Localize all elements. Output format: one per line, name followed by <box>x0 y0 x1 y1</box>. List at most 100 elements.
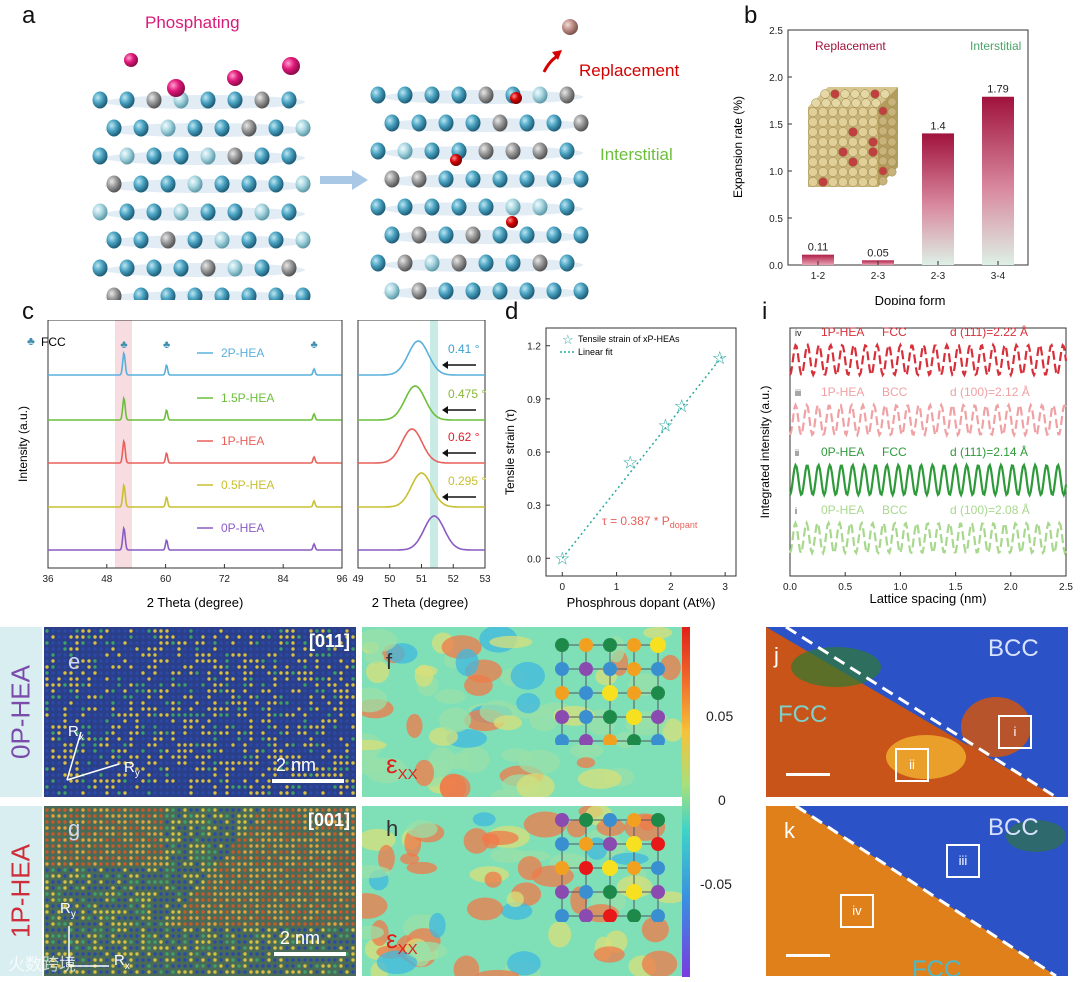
lattice-spot <box>285 731 289 735</box>
lattice-spot <box>117 629 121 633</box>
lattice-spot <box>291 659 295 663</box>
lattice-spot <box>249 737 253 741</box>
lattice-spot <box>147 814 151 818</box>
lattice-spot <box>51 629 55 633</box>
lattice-spot <box>339 743 343 747</box>
lattice-spot <box>351 629 355 633</box>
lattice-spot <box>123 767 127 771</box>
lattice-spot <box>165 629 169 633</box>
lattice-spot <box>291 665 295 669</box>
lattice-spot <box>351 749 355 753</box>
lattice-spot <box>165 850 169 854</box>
lattice-spot <box>213 719 217 723</box>
lattice-spot <box>63 886 67 890</box>
lattice-spot <box>273 737 277 741</box>
lattice-spot <box>93 910 97 914</box>
dopant-atom <box>506 216 518 228</box>
lattice-spot <box>297 970 301 974</box>
strain-blob <box>464 674 493 696</box>
lattice-spot <box>219 677 223 681</box>
lattice-spot <box>141 761 145 765</box>
lattice-spot <box>243 856 247 860</box>
lattice-spot <box>111 731 115 735</box>
plot-frame <box>357 320 486 569</box>
cube-atom <box>808 137 818 147</box>
lattice-spot <box>117 677 121 681</box>
lattice-spot <box>183 940 187 944</box>
lattice-spot <box>333 629 337 633</box>
lattice-spot <box>153 814 157 818</box>
lattice-spot <box>117 922 121 926</box>
lattice-spot <box>255 874 259 878</box>
lattice-spot <box>183 653 187 657</box>
lattice-spot <box>219 904 223 908</box>
lattice-spot <box>195 689 199 693</box>
lattice-spot <box>225 904 229 908</box>
strain-blob <box>481 830 519 846</box>
lattice-atom <box>295 119 311 137</box>
lattice-atom <box>465 114 481 132</box>
lattice-spot <box>327 665 331 669</box>
lattice-spot <box>213 791 217 795</box>
inset-atom <box>651 734 665 745</box>
lattice-spot <box>225 940 229 944</box>
lattice-spot <box>183 928 187 932</box>
lattice-atom <box>465 282 481 300</box>
lattice-spot <box>303 719 307 723</box>
lattice-atom <box>397 86 413 104</box>
lattice-spot <box>81 785 85 789</box>
lattice-spot <box>93 808 97 812</box>
lattice-spot <box>195 665 199 669</box>
lattice-spot <box>87 671 91 675</box>
lattice-spot <box>225 934 229 938</box>
lattice-spot <box>291 922 295 926</box>
lattice-spot <box>147 749 151 753</box>
inset-atom <box>579 813 593 827</box>
lattice-spot <box>147 838 151 842</box>
lattice-spot <box>231 946 235 950</box>
panel-k-phase-map: k BCC FCC iii iv <box>766 806 1068 976</box>
lattice-spot <box>261 689 265 693</box>
lattice-spot <box>261 683 265 687</box>
lattice-spot <box>321 725 325 729</box>
lattice-spot <box>291 886 295 890</box>
lattice-spot <box>189 820 193 824</box>
lattice-spot <box>99 958 103 962</box>
lattice-spot <box>309 838 313 842</box>
lattice-spot <box>351 964 355 968</box>
lattice-spot <box>135 844 139 848</box>
lattice-spot <box>267 773 271 777</box>
lattice-spot <box>57 653 61 657</box>
lattice-spot <box>333 737 337 741</box>
inset-atom <box>579 837 593 851</box>
lattice-spot <box>129 761 133 765</box>
lattice-spot <box>51 671 55 675</box>
profile-d-spacing-label: d (111)=2.14 Å <box>950 444 1028 459</box>
lattice-spot <box>297 689 301 693</box>
cube-atom <box>860 89 870 99</box>
lattice-spot <box>51 773 55 777</box>
lattice-spot <box>351 844 355 848</box>
lattice-atom <box>559 254 575 272</box>
lattice-spot <box>141 862 145 866</box>
lattice-spot <box>129 940 133 944</box>
lattice-spot <box>129 743 133 747</box>
y-tick-label: 1.2 <box>527 342 541 353</box>
lattice-spot <box>201 868 205 872</box>
lattice-spot <box>189 749 193 753</box>
lattice-spot <box>243 647 247 651</box>
lattice-spot <box>75 838 79 842</box>
lattice-spot <box>213 958 217 962</box>
lattice-spot <box>51 749 55 753</box>
lattice-spot <box>213 886 217 890</box>
lattice-spot <box>351 880 355 884</box>
lattice-spot <box>93 862 97 866</box>
lattice-spot <box>195 808 199 812</box>
lattice-spot <box>255 701 259 705</box>
lattice-spot <box>267 749 271 753</box>
lattice-spot <box>135 785 139 789</box>
lattice-spot <box>189 791 193 795</box>
lattice-spot <box>45 737 49 741</box>
lattice-spot <box>243 832 247 836</box>
lattice-spot <box>315 767 319 771</box>
